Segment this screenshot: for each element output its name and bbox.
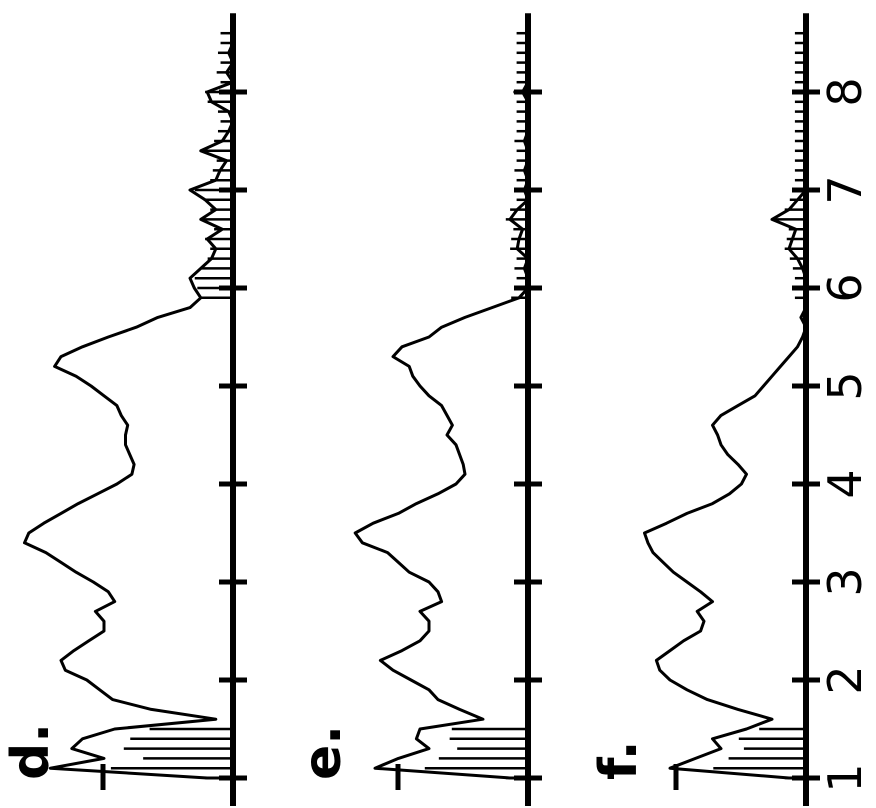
plot-root: d. e. f. 1 2 3 4 5 6 7 8 [1, 13, 872, 806]
tick-label-1: 1 [818, 763, 872, 792]
tick-label-4: 4 [818, 469, 872, 498]
spectrum-trace [353, 33, 530, 780]
tick-label-5: 5 [818, 371, 872, 400]
spectrum-trace [643, 33, 808, 780]
spectrum-trace [23, 33, 235, 780]
tick-label-6: 6 [818, 273, 872, 302]
panel-label: f. [589, 740, 649, 780]
panel-2: e. [293, 13, 542, 806]
tick-label-2: 2 [818, 665, 872, 694]
panel-label: e. [293, 725, 353, 780]
tick-label-8: 8 [818, 77, 872, 106]
panel-3: f. [589, 13, 820, 806]
panel-1: d. [1, 13, 247, 806]
tick-label-3: 3 [818, 567, 872, 596]
panel-label: d. [1, 723, 61, 780]
tick-label-7: 7 [818, 175, 872, 204]
